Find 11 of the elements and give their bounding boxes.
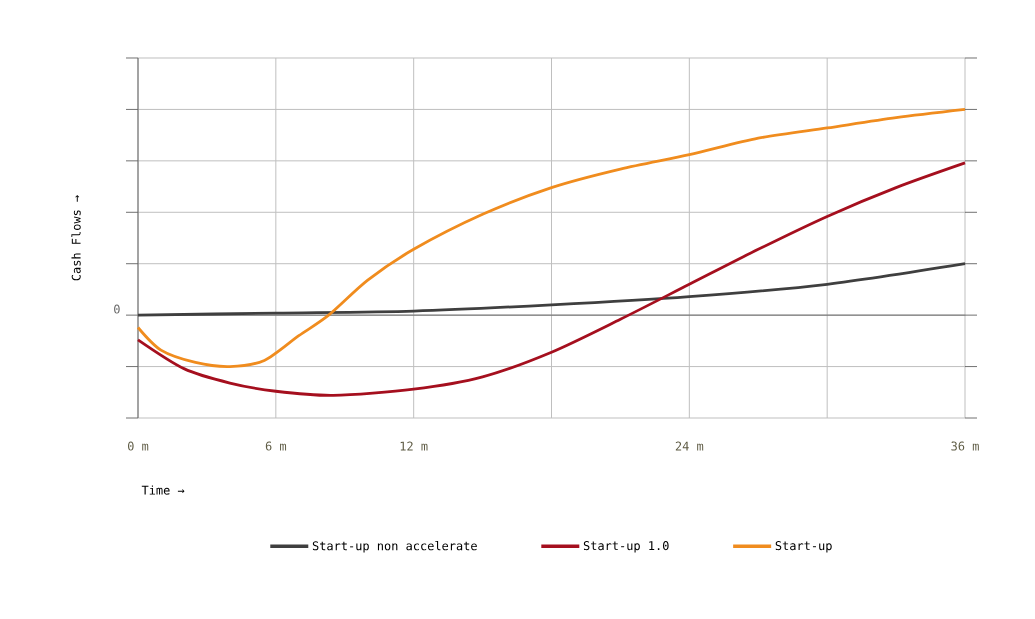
- legend-label: Start-up: [775, 541, 832, 553]
- text: 0: [114, 304, 120, 314]
- y-axis-title: Cash Flows →: [71, 195, 81, 281]
- x-tick-label: 36 m: [951, 441, 979, 451]
- x-tick-label: 6 m: [265, 441, 287, 451]
- x-tick-label: 12 m: [400, 441, 428, 451]
- legend-label: Start-up non accelerate: [312, 540, 477, 553]
- x-tick-label: 24 m: [675, 441, 704, 451]
- legend-label: Start-up 1.0: [583, 541, 669, 553]
- x-axis-title: Time →: [141, 485, 185, 495]
- x-tick-label: 0 m: [127, 441, 149, 451]
